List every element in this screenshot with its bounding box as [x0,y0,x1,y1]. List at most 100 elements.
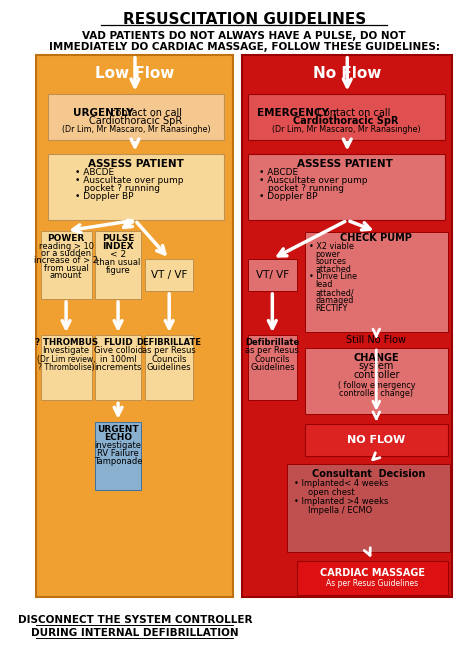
Text: NO FLOW: NO FLOW [347,436,405,446]
FancyBboxPatch shape [145,259,193,291]
FancyBboxPatch shape [247,335,297,401]
Text: than usual: than usual [96,258,140,267]
Text: lead: lead [316,281,333,289]
Text: investigate: investigate [95,442,142,450]
FancyBboxPatch shape [247,94,445,139]
FancyBboxPatch shape [297,561,448,595]
Text: • Implanted< 4 weeks: • Implanted< 4 weeks [294,478,388,488]
Text: pocket ? running: pocket ? running [268,184,344,193]
Text: Investigate: Investigate [43,346,90,355]
Text: Low Flow: Low Flow [95,66,175,81]
Text: Guidelines: Guidelines [147,362,191,372]
FancyBboxPatch shape [48,94,224,139]
FancyBboxPatch shape [305,232,448,332]
Text: • Doppler BP: • Doppler BP [259,192,318,201]
FancyBboxPatch shape [41,231,91,299]
Text: Councils: Councils [152,354,187,364]
Text: No Flow: No Flow [313,66,382,81]
Text: damaged: damaged [316,296,354,306]
Text: As per Resus Guidelines: As per Resus Guidelines [326,579,419,588]
Text: Defibrillate: Defibrillate [245,338,300,347]
Text: EMERGENCY :: EMERGENCY : [257,108,337,118]
Text: IMMEDIATELY DO CARDIAC MASSAGE, FOLLOW THESE GUIDELINES:: IMMEDIATELY DO CARDIAC MASSAGE, FOLLOW T… [49,42,440,52]
Text: • X2 viable: • X2 viable [309,242,354,251]
FancyBboxPatch shape [48,153,224,220]
Text: ECHO: ECHO [104,433,132,442]
Text: as per Resus: as per Resus [142,346,196,355]
Text: • ABCDE: • ABCDE [75,168,114,177]
Text: < 2: < 2 [110,250,126,259]
Text: • ABCDE: • ABCDE [259,168,299,177]
FancyBboxPatch shape [95,231,141,299]
Text: • Implanted >4 weeks: • Implanted >4 weeks [294,497,388,507]
Text: INDEX: INDEX [102,242,134,251]
Text: pocket ? running: pocket ? running [84,184,160,193]
Text: URGENTLY: URGENTLY [73,108,134,118]
Text: CHANGE: CHANGE [354,352,399,362]
Text: Tamponade: Tamponade [94,457,142,466]
Text: RECTIFY: RECTIFY [316,304,348,313]
Text: open chest: open chest [308,488,355,497]
Text: from usual: from usual [44,264,89,273]
Text: increments: increments [94,362,142,372]
Text: controller: controller [353,370,400,380]
FancyBboxPatch shape [95,335,141,401]
Text: • Drive Line: • Drive Line [309,273,357,281]
Text: • Auscultate over pump: • Auscultate over pump [259,176,368,185]
Text: reading > 10: reading > 10 [38,242,93,251]
Text: system: system [359,361,394,371]
Text: PULSE: PULSE [102,234,134,243]
Text: contact on call: contact on call [107,108,182,118]
Text: DISCONNECT THE SYSTEM CONTROLLER: DISCONNECT THE SYSTEM CONTROLLER [18,615,252,625]
Text: • Doppler BP: • Doppler BP [75,192,134,201]
Text: RV Failure: RV Failure [97,450,139,458]
FancyBboxPatch shape [247,259,297,291]
Text: FLUID: FLUID [103,338,133,347]
FancyBboxPatch shape [287,464,450,552]
FancyBboxPatch shape [41,335,91,401]
Text: CARDIAC MASSAGE: CARDIAC MASSAGE [320,568,425,578]
Text: attached: attached [316,265,352,274]
Text: ASSESS PATIENT: ASSESS PATIENT [88,159,184,170]
FancyBboxPatch shape [247,153,445,220]
Text: VT/ VF: VT/ VF [256,270,289,280]
Text: figure: figure [106,266,130,275]
FancyBboxPatch shape [242,55,452,596]
Text: VAD PATIENTS DO NOT ALWAYS HAVE A PULSE, DO NOT: VAD PATIENTS DO NOT ALWAYS HAVE A PULSE,… [82,31,406,41]
Text: • Auscultate over pump: • Auscultate over pump [75,176,184,185]
Text: sources: sources [316,257,346,266]
Text: DURING INTERNAL DEFIBRILLATION: DURING INTERNAL DEFIBRILLATION [31,628,239,639]
FancyBboxPatch shape [95,421,141,490]
Text: ( follow emergency: ( follow emergency [337,381,415,390]
Text: increase of > 2: increase of > 2 [34,257,98,265]
Text: (Dr Lim, Mr Mascaro, Mr Ranasinghe): (Dr Lim, Mr Mascaro, Mr Ranasinghe) [272,125,420,134]
Text: Contact on call: Contact on call [314,108,391,118]
Text: ? Thrombolise): ? Thrombolise) [38,362,94,372]
Text: Consultant  Decision: Consultant Decision [312,469,425,479]
Text: or a sudden: or a sudden [41,249,91,258]
Text: Guidelines: Guidelines [250,362,295,372]
Text: CHECK PUMP: CHECK PUMP [340,233,412,243]
Text: as per Resus: as per Resus [246,346,299,355]
Text: (Dr Lim review,: (Dr Lim review, [37,354,95,364]
Text: URGENT: URGENT [97,425,139,434]
Text: in 100ml: in 100ml [100,354,137,364]
FancyBboxPatch shape [145,335,193,401]
Text: ? THROMBUS: ? THROMBUS [35,338,98,347]
Text: VT / VF: VT / VF [151,270,187,280]
Text: Cardiothoracic SpR: Cardiothoracic SpR [293,116,399,126]
Text: Councils: Councils [255,354,290,364]
Text: RESUSCITATION GUIDELINES: RESUSCITATION GUIDELINES [123,12,366,27]
Text: power: power [316,250,341,259]
FancyBboxPatch shape [305,424,448,456]
Text: (Dr Lim, Mr Mascaro, Mr Ranasinghe): (Dr Lim, Mr Mascaro, Mr Ranasinghe) [62,125,210,134]
Text: Still No Flow: Still No Flow [346,335,406,344]
Text: Give colloid: Give colloid [93,346,143,355]
Text: ASSESS PATIENT: ASSESS PATIENT [297,159,392,170]
FancyBboxPatch shape [305,348,448,414]
Text: POWER: POWER [47,234,85,243]
Text: controller change): controller change) [339,389,413,398]
Text: DEFIBRILLATE: DEFIBRILLATE [137,338,202,347]
Text: Impella / ECMO: Impella / ECMO [308,506,373,515]
Text: attached/: attached/ [316,289,354,297]
